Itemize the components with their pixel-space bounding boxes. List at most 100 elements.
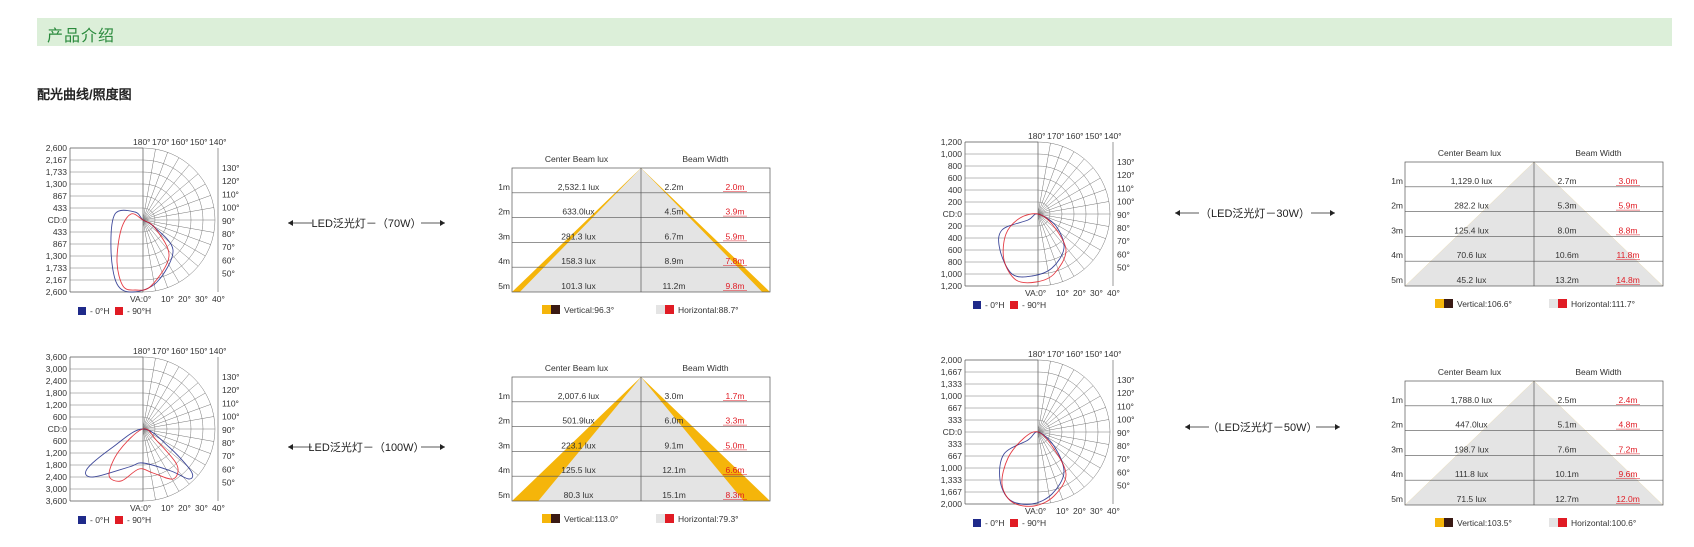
polar-scale-label: 200	[948, 197, 962, 207]
polar-bottom-prefix: VA:0°	[1025, 288, 1046, 298]
vertical-width-value: 2.7m	[1558, 176, 1577, 186]
vertical-width-value: 9.1m	[665, 440, 684, 450]
polar-scale-label: 1,333	[941, 475, 963, 485]
lux-value: 282.2 lux	[1454, 201, 1489, 211]
polar-bottom-angle: 20°	[1073, 288, 1086, 298]
horizontal-width-value: 3.9m	[726, 207, 745, 217]
legend-swatch	[115, 516, 123, 524]
vertical-width-value: 13.2m	[1555, 275, 1579, 285]
distance-label: 2m	[498, 416, 510, 426]
vertical-width-value: 3.0m	[665, 391, 684, 401]
polar-right-angle: 130°	[1117, 157, 1135, 167]
polar-right-angle: 130°	[1117, 375, 1135, 385]
legend-label: - 0°H	[90, 306, 109, 316]
distance-label: 1m	[1391, 395, 1403, 405]
polar-scale-label: 1,800	[46, 388, 68, 398]
lux-value: 198.7 lux	[1454, 444, 1489, 454]
product-label: （LED泛光灯－30W）	[1200, 206, 1310, 220]
distance-label: 4m	[498, 256, 510, 266]
polar-scale-label: 1,200	[46, 400, 68, 410]
legend-vertical-swatch-dark	[551, 305, 560, 314]
legend-swatch	[973, 301, 981, 309]
polar-scale-label: 1,300	[46, 251, 68, 261]
legend-vertical-swatch	[1435, 299, 1444, 308]
polar-right-angle: 50°	[1117, 263, 1130, 273]
polar-top-angle: 170°	[1047, 349, 1065, 359]
distance-label: 3m	[498, 231, 510, 241]
polar-top-angle: 170°	[1047, 131, 1065, 141]
legend-swatch	[1010, 301, 1018, 309]
lux-value: 1,129.0 lux	[1451, 176, 1493, 186]
polar-scale-label: 400	[948, 233, 962, 243]
polar-right-angle: 130°	[222, 163, 240, 173]
lux-value: 125.4 lux	[1454, 225, 1489, 235]
col-header-lux: Center Beam lux	[1438, 367, 1502, 377]
polar-top-angle: 140°	[209, 346, 227, 356]
polar-scale-label: 3,000	[46, 364, 68, 374]
lux-value: 223.1 lux	[561, 440, 596, 450]
polar-right-angle: 80°	[1117, 223, 1130, 233]
polar-right-angle: 100°	[1117, 415, 1135, 425]
illuminance-chart: Center Beam lux Beam Width 1m 2,532.1 lux 2.…	[452, 154, 830, 315]
vertical-width-value: 12.7m	[1555, 494, 1579, 504]
horizontal-width-value: 7.2m	[1619, 444, 1638, 454]
polar-right-angle: 90°	[222, 216, 235, 226]
horizontal-width-value: 2.0m	[726, 182, 745, 192]
vertical-width-value: 6.0m	[665, 416, 684, 426]
legend-vertical-swatch	[542, 514, 551, 523]
distance-label: 4m	[498, 465, 510, 475]
illuminance-chart: Center Beam lux Beam Width 1m 1,788.0 lux 2.…	[1345, 367, 1694, 528]
distance-label: 1m	[498, 391, 510, 401]
polar-top-angle: 140°	[209, 137, 227, 147]
distance-label: 5m	[1391, 494, 1403, 504]
polar-curve-90h	[108, 428, 179, 482]
illuminance-chart: Center Beam lux Beam Width 1m 2,007.6 lux 3.…	[452, 363, 830, 524]
polar-right-angle: 120°	[222, 176, 240, 186]
distance-label: 4m	[1391, 250, 1403, 260]
polar-chart: 3,600 3,000 2,400 1,800 1,200 600 CD:0 600 1,200…	[46, 346, 240, 525]
polar-scale-label: 1,333	[941, 379, 963, 389]
legend-vertical-label: Vertical:106.6°	[1457, 299, 1512, 309]
horizontal-width-value: 9.6m	[1619, 469, 1638, 479]
arrow-left-head	[288, 220, 293, 226]
legend-vertical-label: Vertical:103.5°	[1457, 518, 1512, 528]
polar-right-angle: 60°	[222, 464, 235, 474]
polar-scale-label: 3,600	[46, 352, 68, 362]
polar-right-angle: 100°	[1117, 197, 1135, 207]
polar-bottom-angle: 40°	[1107, 288, 1120, 298]
polar-bottom-angle: 20°	[178, 503, 191, 513]
polar-scale-label: 1,667	[941, 487, 963, 497]
product-label-group: LED泛光灯－（70W）	[288, 216, 445, 230]
polar-bottom-angle: 30°	[1090, 506, 1103, 516]
polar-right-angle: 120°	[1117, 170, 1135, 180]
polar-bottom-angle: 30°	[195, 503, 208, 513]
polar-top-angle: 180°	[133, 137, 151, 147]
polar-top-angle: 180°	[1028, 349, 1046, 359]
polar-right-angle: 60°	[1117, 467, 1130, 477]
horizontal-width-value: 5.9m	[1619, 201, 1638, 211]
polar-chart: 2,000 1,667 1,333 1,000 667 333 CD:0 333 667 1,00…	[941, 349, 1135, 528]
polar-top-angle: 160°	[1066, 131, 1084, 141]
lux-value: 101.3 lux	[561, 281, 596, 291]
legend-horizontal-label: Horizontal:100.6°	[1571, 518, 1636, 528]
lux-value: 71.5 lux	[1457, 494, 1488, 504]
distance-label: 4m	[1391, 469, 1403, 479]
horizontal-width-value: 4.8m	[1619, 420, 1638, 430]
horizontal-width-value: 3.3m	[726, 416, 745, 426]
polar-scale-label: 1,300	[46, 179, 68, 189]
vertical-width-value: 6.7m	[665, 231, 684, 241]
polar-right-angle: 110°	[222, 189, 239, 199]
illuminance-chart: Center Beam lux Beam Width 1m 1,129.0 lux 2.…	[1345, 148, 1694, 309]
polar-right-angle: 70°	[222, 451, 235, 461]
legend-horizontal-label: Horizontal:79.3°	[678, 514, 739, 524]
vertical-width-value: 15.1m	[662, 490, 686, 500]
polar-scale-label: 1,667	[941, 367, 963, 377]
col-header-width: Beam Width	[1575, 367, 1622, 377]
polar-curve-90h	[1001, 431, 1067, 507]
distance-label: 3m	[1391, 225, 1403, 235]
polar-scale-label: 667	[948, 451, 962, 461]
polar-scale-label: 600	[948, 173, 962, 183]
polar-bottom-angle: 10°	[1056, 506, 1069, 516]
arrow-right-head	[1330, 210, 1335, 216]
legend-swatch	[78, 516, 86, 524]
